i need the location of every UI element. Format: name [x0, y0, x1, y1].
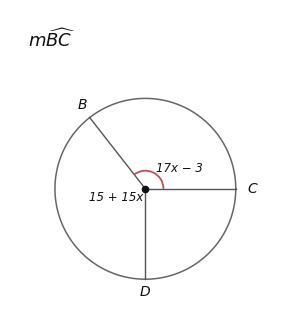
Text: D: D [140, 285, 151, 299]
Text: 17x − 3: 17x − 3 [156, 162, 203, 174]
Text: C: C [247, 182, 257, 196]
Text: B: B [78, 98, 87, 112]
Text: $m\widehat{BC}$: $m\widehat{BC}$ [28, 28, 75, 51]
Text: 15 + 15x: 15 + 15x [89, 191, 144, 204]
